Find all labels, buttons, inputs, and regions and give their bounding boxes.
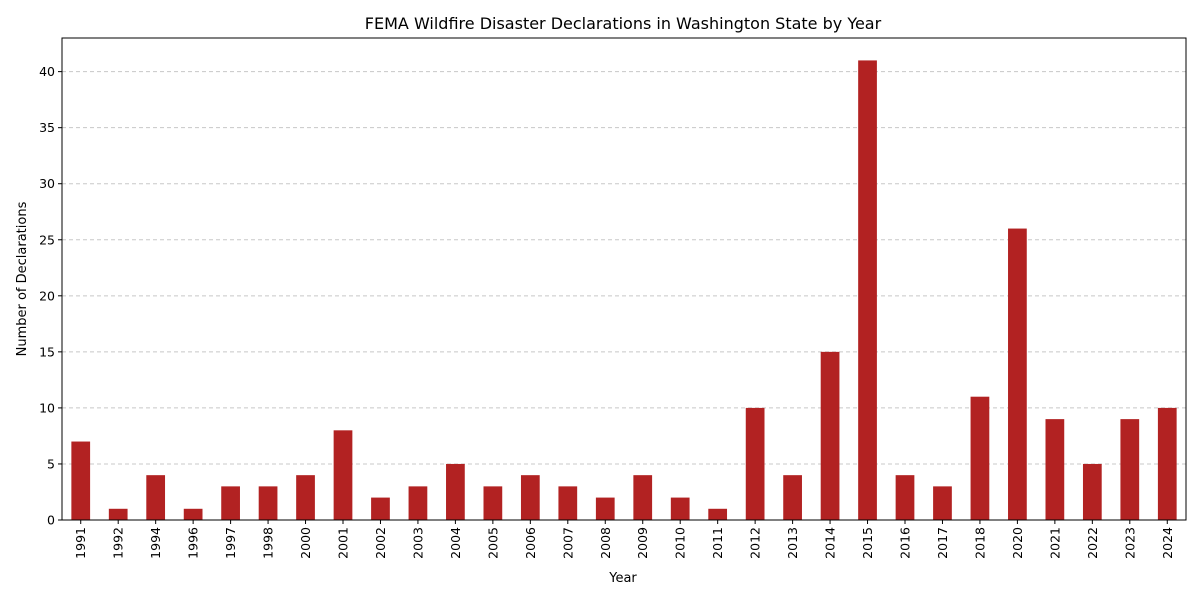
bar-2018: [970, 396, 990, 520]
x-tick-label: 1991: [73, 527, 88, 559]
x-tick-label: 2014: [823, 527, 838, 559]
x-tick-label: 2016: [898, 527, 913, 559]
y-tick-label: 25: [39, 232, 55, 247]
x-tick-label: 2000: [298, 527, 313, 559]
bar-2014: [820, 351, 840, 520]
x-tick-label: 2018: [972, 527, 987, 559]
bar-1996: [183, 508, 203, 520]
bar-2020: [1008, 228, 1027, 520]
x-tick-label: 2017: [935, 527, 950, 559]
x-tick-label: 1992: [111, 527, 126, 559]
bar-2006: [520, 475, 540, 520]
bar-2012: [745, 407, 765, 520]
bar-2015: [858, 60, 877, 520]
bar-2007: [558, 486, 578, 520]
bar-2005: [483, 486, 503, 520]
x-tick-label: 1994: [148, 527, 163, 559]
x-tick-label: 1996: [186, 527, 201, 559]
bar-2010: [670, 497, 690, 520]
bar-2004: [446, 463, 465, 520]
x-tick-label: 2024: [1160, 527, 1175, 559]
x-tick-label: 2012: [748, 527, 763, 559]
x-tick-label: 2023: [1122, 527, 1137, 559]
bar-2003: [408, 486, 428, 520]
y-tick-label: 35: [39, 120, 55, 135]
y-tick-label: 0: [47, 513, 55, 528]
x-tick-label: 2022: [1085, 527, 1100, 559]
bar-2002: [371, 497, 390, 520]
bars: [71, 60, 1177, 520]
x-tick-label: 2005: [485, 527, 500, 559]
bar-2023: [1120, 419, 1140, 520]
x-tick-label: 1998: [261, 527, 276, 559]
bar-1992: [108, 508, 128, 520]
y-tick-label: 10: [39, 400, 55, 415]
x-tick-label: 2004: [448, 527, 463, 559]
x-tick-label: 2003: [410, 527, 425, 559]
chart-title: FEMA Wildfire Disaster Declarations in W…: [365, 14, 882, 33]
bar-2016: [895, 475, 915, 520]
x-tick-label: 2010: [673, 527, 688, 559]
y-tick-label: 20: [39, 288, 55, 303]
x-tick-label: 2021: [1047, 527, 1062, 559]
axes: 0 5 10 15 20 25 30 35 40 1991 1992 1994 1996 1997 1998…: [39, 37, 1187, 559]
y-axis-title: Number of Declarations: [15, 201, 30, 356]
bar-2021: [1045, 419, 1065, 520]
x-tick-label: 2013: [785, 527, 800, 559]
bar-1997: [221, 486, 240, 520]
bar-2009: [633, 475, 653, 520]
x-tick-label: 2011: [710, 527, 725, 559]
y-tick-label: 5: [47, 456, 55, 471]
y-tick-label: 15: [39, 344, 55, 359]
x-tick-label: 2001: [336, 527, 351, 559]
x-tick-label: 2006: [523, 527, 538, 559]
bar-2022: [1082, 463, 1102, 520]
bar-2000: [296, 475, 315, 520]
y-tick-label: 30: [39, 176, 55, 191]
bar-2011: [708, 508, 728, 520]
x-tick-label: 2002: [373, 527, 388, 559]
bar-2017: [933, 486, 952, 520]
x-tick-label: 2015: [860, 527, 875, 559]
x-tick-label: 2008: [598, 527, 613, 559]
bar-1991: [71, 441, 91, 520]
x-axis-title: Year: [608, 571, 637, 586]
bar-1994: [146, 475, 166, 520]
x-tick-label: 1997: [223, 527, 238, 559]
bar-2024: [1157, 407, 1177, 520]
bar-2013: [783, 475, 802, 520]
y-tick-label: 40: [39, 64, 55, 79]
plot-frame: [61, 37, 1187, 521]
x-tick-label: 2020: [1010, 527, 1025, 559]
bar-2001: [333, 430, 353, 520]
bar-1998: [258, 486, 278, 520]
x-tick-label: 2007: [560, 527, 575, 559]
x-tick-label: 2009: [635, 527, 650, 559]
bar-2008: [595, 497, 615, 520]
